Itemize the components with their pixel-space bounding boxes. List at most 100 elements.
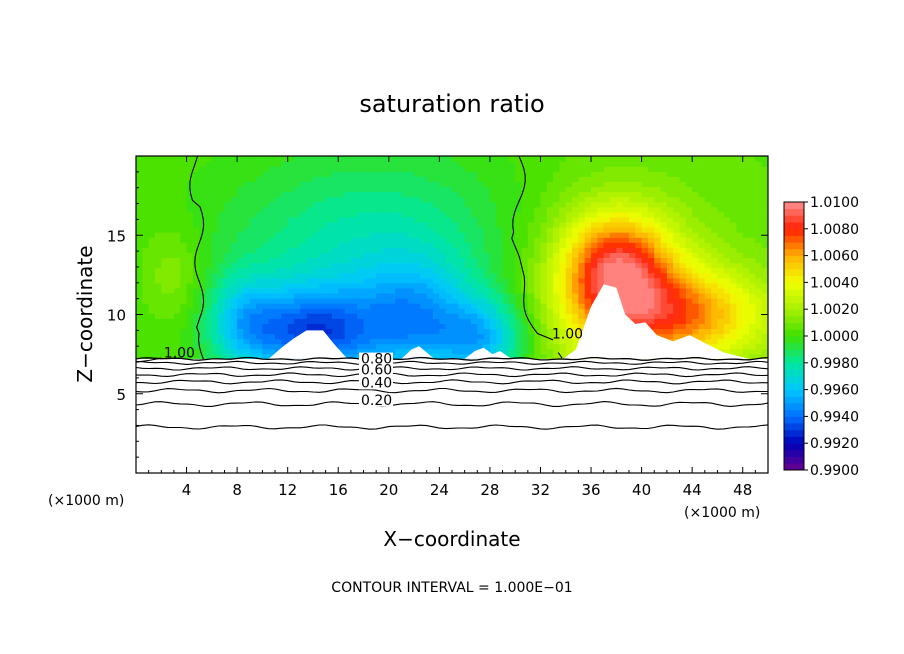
field-cell	[420, 176, 428, 182]
colorbar-segment	[784, 322, 804, 330]
field-cell	[673, 328, 681, 335]
field-cell	[287, 313, 295, 319]
x-tick-label: 40	[632, 481, 651, 499]
field-cell	[540, 328, 548, 335]
field-cell	[711, 181, 719, 188]
field-cell	[666, 252, 674, 259]
field-cell	[464, 323, 472, 330]
field-cell	[496, 318, 504, 324]
field-cell	[452, 282, 459, 289]
field-cell	[540, 343, 548, 350]
field-cell	[521, 156, 529, 162]
field-cell	[489, 171, 497, 177]
field-cell	[584, 252, 592, 259]
field-cell	[616, 262, 624, 269]
field-cell	[224, 242, 232, 248]
field-cell	[610, 171, 617, 177]
field-cell	[761, 318, 768, 324]
field-cell	[452, 292, 459, 299]
field-cell	[186, 308, 194, 314]
field-cell	[306, 171, 314, 177]
field-cell	[534, 247, 542, 253]
field-cell	[641, 272, 649, 279]
field-cell	[641, 186, 649, 193]
field-cell	[173, 211, 181, 218]
field-cell	[363, 338, 371, 345]
field-cell	[433, 323, 440, 330]
field-cell	[420, 232, 428, 238]
field-cell	[287, 308, 295, 314]
field-cell	[262, 206, 270, 213]
field-cell	[136, 221, 143, 228]
field-cell	[433, 171, 440, 177]
field-cell	[300, 176, 308, 182]
field-cell	[761, 166, 768, 172]
field-cell	[262, 343, 270, 350]
field-cell	[641, 313, 649, 319]
field-cell	[287, 328, 295, 335]
field-cell	[142, 221, 150, 228]
field-cell	[180, 227, 188, 233]
field-cell	[154, 308, 162, 314]
field-cell	[433, 313, 440, 319]
field-cell	[382, 262, 390, 269]
field-cell	[584, 242, 592, 248]
field-cell	[610, 211, 617, 218]
field-cell	[148, 176, 156, 182]
field-cell	[205, 166, 213, 172]
field-cell	[338, 242, 346, 248]
field-cell	[685, 277, 693, 284]
field-cell	[553, 292, 561, 299]
field-cell	[205, 313, 213, 319]
field-cell	[211, 206, 219, 213]
field-cell	[515, 166, 523, 172]
field-cell	[711, 247, 719, 253]
field-cell	[148, 348, 156, 355]
field-cell	[154, 156, 162, 162]
field-cell	[521, 313, 529, 319]
field-cell	[477, 267, 485, 274]
field-cell	[635, 303, 643, 309]
field-cell	[205, 328, 213, 335]
field-cell	[275, 186, 282, 193]
field-cell	[439, 292, 447, 299]
field-cell	[180, 333, 188, 340]
field-cell	[382, 211, 390, 218]
field-cell	[287, 257, 295, 264]
field-cell	[319, 161, 327, 167]
field-cell	[755, 313, 763, 319]
field-cell	[565, 186, 573, 193]
field-cell	[312, 221, 320, 228]
field-cell	[647, 287, 655, 294]
field-cell	[559, 298, 567, 304]
field-cell	[350, 221, 358, 228]
field-cell	[654, 176, 662, 182]
field-cell	[426, 161, 434, 167]
field-cell	[243, 206, 251, 213]
field-cell	[622, 176, 630, 182]
field-cell	[508, 201, 516, 208]
field-cell	[698, 287, 706, 294]
field-cell	[142, 176, 150, 182]
field-cell	[154, 257, 162, 264]
field-cell	[230, 277, 238, 284]
field-cell	[395, 277, 403, 284]
field-cell	[603, 156, 611, 162]
field-cell	[496, 196, 504, 203]
field-cell	[761, 161, 768, 167]
field-cell	[142, 298, 150, 304]
field-cell	[224, 292, 232, 299]
field-cell	[401, 298, 409, 304]
field-cell	[698, 277, 706, 284]
field-cell	[565, 237, 573, 243]
field-cell	[433, 181, 440, 188]
field-cell	[597, 221, 605, 228]
field-cell	[692, 292, 700, 299]
field-cell	[521, 211, 529, 218]
field-cell	[369, 227, 377, 233]
field-cell	[173, 196, 181, 203]
field-cell	[344, 201, 352, 208]
field-cell	[420, 318, 428, 324]
field-cell	[218, 348, 226, 355]
field-cell	[692, 191, 700, 198]
